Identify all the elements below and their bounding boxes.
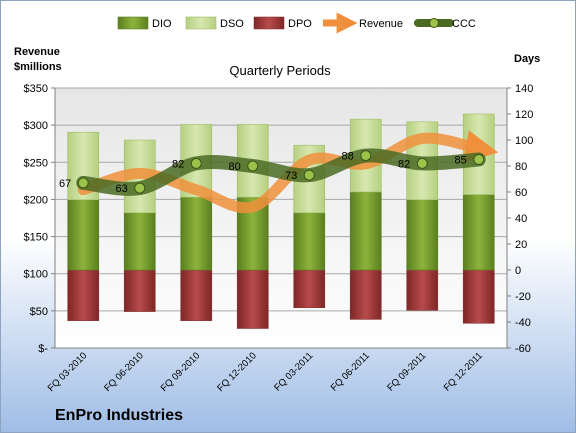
bar-dio	[293, 212, 326, 271]
bar-dio	[349, 191, 382, 271]
bar-dpo	[236, 269, 269, 329]
ccc-data-label: 67	[59, 178, 71, 190]
left-tick-label: $50	[30, 306, 48, 318]
left-axis-ticks: $- $50 $100 $150 $200 $250 $300 $350	[24, 83, 55, 355]
bar-dpo	[349, 269, 382, 320]
ccc-data-labels: 67 63 82 80 73 88 82 85	[59, 151, 467, 196]
right-tick-label: 20	[515, 239, 527, 251]
ccc-series	[76, 148, 486, 196]
left-tick-label: $100	[24, 269, 48, 281]
right-tick-label: 100	[515, 135, 533, 147]
left-tick-label: $350	[24, 83, 48, 95]
ccc-data-label: 80	[229, 161, 241, 173]
bar-dpo	[123, 269, 156, 312]
ccc-data-label: 73	[285, 170, 297, 182]
right-axis-title: Days	[514, 53, 540, 65]
right-tick-label: -20	[515, 291, 531, 303]
left-tick-label: $250	[24, 157, 48, 169]
right-tick-label: 0	[515, 265, 521, 277]
ccc-point	[360, 150, 372, 162]
right-tick-label: -40	[515, 317, 531, 329]
left-tick-label: $-	[38, 343, 48, 355]
left-axis-title-line2: $millions	[14, 61, 62, 73]
legend-swatch-dio	[117, 16, 149, 30]
ccc-point	[77, 177, 89, 189]
bar-dio	[180, 196, 213, 271]
ccc-point	[134, 182, 146, 194]
left-axis-title-line1: Revenue	[14, 46, 60, 58]
ccc-point	[473, 154, 485, 165]
legend-label: Revenue	[359, 18, 403, 30]
ccc-data-label: 85	[455, 155, 467, 167]
legend-swatch-dpo	[253, 16, 285, 30]
legend-swatch-ccc-marker	[429, 18, 439, 28]
legend: DIO DSO DPO Revenue CCC	[117, 12, 476, 34]
revenue-series	[77, 130, 499, 214]
chart-title: Quarterly Periods	[229, 63, 331, 78]
right-tick-label: 60	[515, 187, 527, 199]
legend-label: CCC	[452, 18, 476, 30]
bar-dio	[123, 212, 156, 271]
left-tick-label: $300	[24, 120, 48, 132]
right-tick-label: 80	[515, 161, 527, 173]
right-tick-label: 40	[515, 213, 527, 225]
bar-dio	[462, 194, 495, 271]
bar-dpo	[462, 269, 495, 324]
ccc-data-label: 88	[342, 151, 354, 163]
bar-dpo	[180, 269, 213, 322]
right-axis-ticks: -60 -40 -20 0 20 40 60 80 100 120 140	[507, 83, 533, 355]
ccc-point	[416, 157, 428, 169]
legend-swatch-dso	[185, 16, 217, 30]
bar-dpo	[67, 269, 100, 322]
right-tick-label: 120	[515, 109, 533, 121]
ccc-data-label: 63	[116, 183, 128, 195]
ccc-point	[247, 160, 259, 172]
company-name: EnPro Industries	[55, 407, 183, 424]
legend-label: DIO	[152, 18, 172, 30]
right-tick-label: 140	[515, 83, 533, 95]
ccc-data-label: 82	[398, 158, 410, 170]
ccc-point	[190, 157, 202, 169]
bar-dio	[406, 199, 439, 271]
plot-area	[55, 88, 507, 348]
ccc-data-label: 82	[172, 158, 184, 170]
legend-label: DSO	[220, 18, 244, 30]
bar-dpo	[406, 269, 439, 311]
left-tick-label: $200	[24, 194, 48, 206]
bar-dio	[67, 199, 100, 271]
left-tick-label: $150	[24, 232, 48, 244]
bar-dpo	[293, 269, 326, 309]
right-tick-label: -60	[515, 343, 531, 355]
legend-label: DPO	[288, 18, 312, 30]
revenue-line	[77, 130, 499, 214]
ccc-point	[303, 169, 315, 181]
